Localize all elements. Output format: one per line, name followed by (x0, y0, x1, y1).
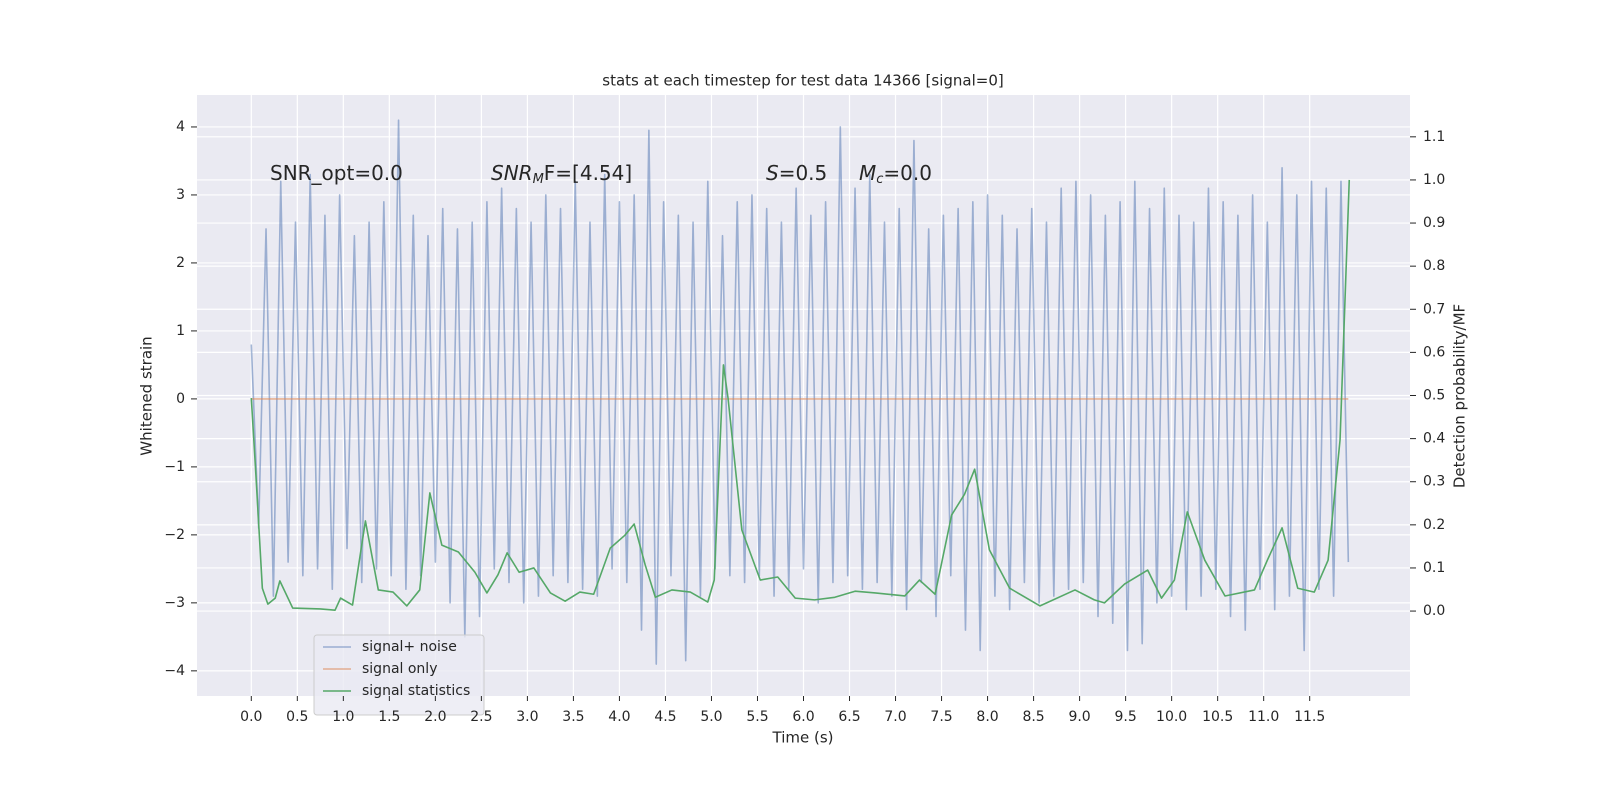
y2-tick-label: 0.8 (1423, 258, 1445, 274)
x-tick-label: 4.0 (608, 709, 630, 725)
y2-tick-label: 0.2 (1423, 517, 1445, 533)
annotation-part: =0.5 (779, 161, 828, 185)
y2-tick-label: 1.1 (1423, 129, 1445, 145)
y-tick-label: −3 (164, 595, 185, 611)
x-tick-label: 7.0 (884, 709, 906, 725)
x-tick-label: 9.5 (1114, 709, 1136, 725)
y-tick-label: 4 (176, 119, 185, 135)
y2-tick-label: 1.0 (1423, 172, 1445, 188)
x-tick-label: 1.0 (332, 709, 354, 725)
y2-tick-label: 0.7 (1423, 301, 1445, 317)
y-tick-label: 2 (176, 255, 185, 271)
x-tick-label: 5.0 (700, 709, 722, 725)
y-tick-label: 1 (176, 323, 185, 339)
x-tick-label: 11.0 (1248, 709, 1279, 725)
x-tick-label: 10.5 (1202, 709, 1233, 725)
y-tick-label: −4 (164, 663, 185, 679)
annotation-part: =0.0 (883, 161, 932, 185)
legend-box (313, 634, 485, 716)
series-line (250, 179, 1351, 611)
y2-tick-label: 0.9 (1423, 215, 1445, 231)
x-tick-label: 2.0 (424, 709, 446, 725)
x-tick-label: 7.5 (930, 709, 952, 725)
y-tick-label: 3 (176, 187, 185, 203)
x-tick-label: 8.5 (1022, 709, 1044, 725)
annotation-part: c (876, 172, 883, 187)
x-tick-label: 5.5 (746, 709, 768, 725)
x-tick-label: 3.5 (562, 709, 584, 725)
x-tick-label: 0.0 (240, 709, 262, 725)
annotation-part: M (533, 172, 544, 187)
x-tick-label: 6.0 (792, 709, 814, 725)
y2-tick-label: 0.6 (1423, 344, 1445, 360)
x-tick-label: 3.0 (516, 709, 538, 725)
x-tick-label: 10.0 (1156, 709, 1187, 725)
annotation-part: SNR (491, 161, 533, 185)
legend: signal+ noise signal only signal statistic… (313, 634, 485, 716)
y-tick-label: −1 (164, 459, 185, 475)
y2-tick-label: 0.0 (1423, 603, 1445, 619)
series-line (250, 119, 1350, 665)
x-tick-label: 4.5 (654, 709, 676, 725)
y-tick-label: −2 (164, 527, 185, 543)
y-tick-label: 0 (176, 391, 185, 407)
y-axis-label: Whitened strain (138, 336, 156, 455)
annotation: SNRMF=[4.54] (491, 161, 632, 187)
marks (250, 119, 1351, 665)
y2-tick-label: 0.3 (1423, 474, 1445, 490)
annotation: Mc=0.0 (859, 161, 932, 187)
annotation: S=0.5 (766, 161, 827, 185)
annotation-part: S (766, 161, 779, 185)
x-tick-label: 0.5 (286, 709, 308, 725)
legend-label: signal statistics (362, 683, 470, 699)
y2-axis-label: Detection probability/MF (1451, 304, 1469, 488)
legend-label: signal only (362, 661, 437, 677)
chart-title: stats at each timestep for test data 143… (602, 72, 1003, 90)
annotation-part: M (859, 161, 876, 185)
x-axis-label: Time (s) (772, 729, 834, 747)
x-tick-label: 9.0 (1068, 709, 1090, 725)
x-tick-label: 6.5 (838, 709, 860, 725)
y2-tick-label: 0.5 (1423, 388, 1445, 404)
y2-tick-label: 0.1 (1423, 560, 1445, 576)
annotation-part: F=[4.54] (544, 161, 632, 185)
x-tick-label: 1.5 (378, 709, 400, 725)
annotation-part: SNR_opt=0.0 (270, 161, 403, 185)
y2-tick-label: 0.4 (1423, 431, 1445, 447)
legend-label: signal+ noise (362, 639, 457, 655)
x-tick-label: 2.5 (470, 709, 492, 725)
x-tick-label: 11.5 (1294, 709, 1325, 725)
annotation: SNR_opt=0.0 (270, 161, 403, 185)
x-tick-label: 8.0 (976, 709, 998, 725)
